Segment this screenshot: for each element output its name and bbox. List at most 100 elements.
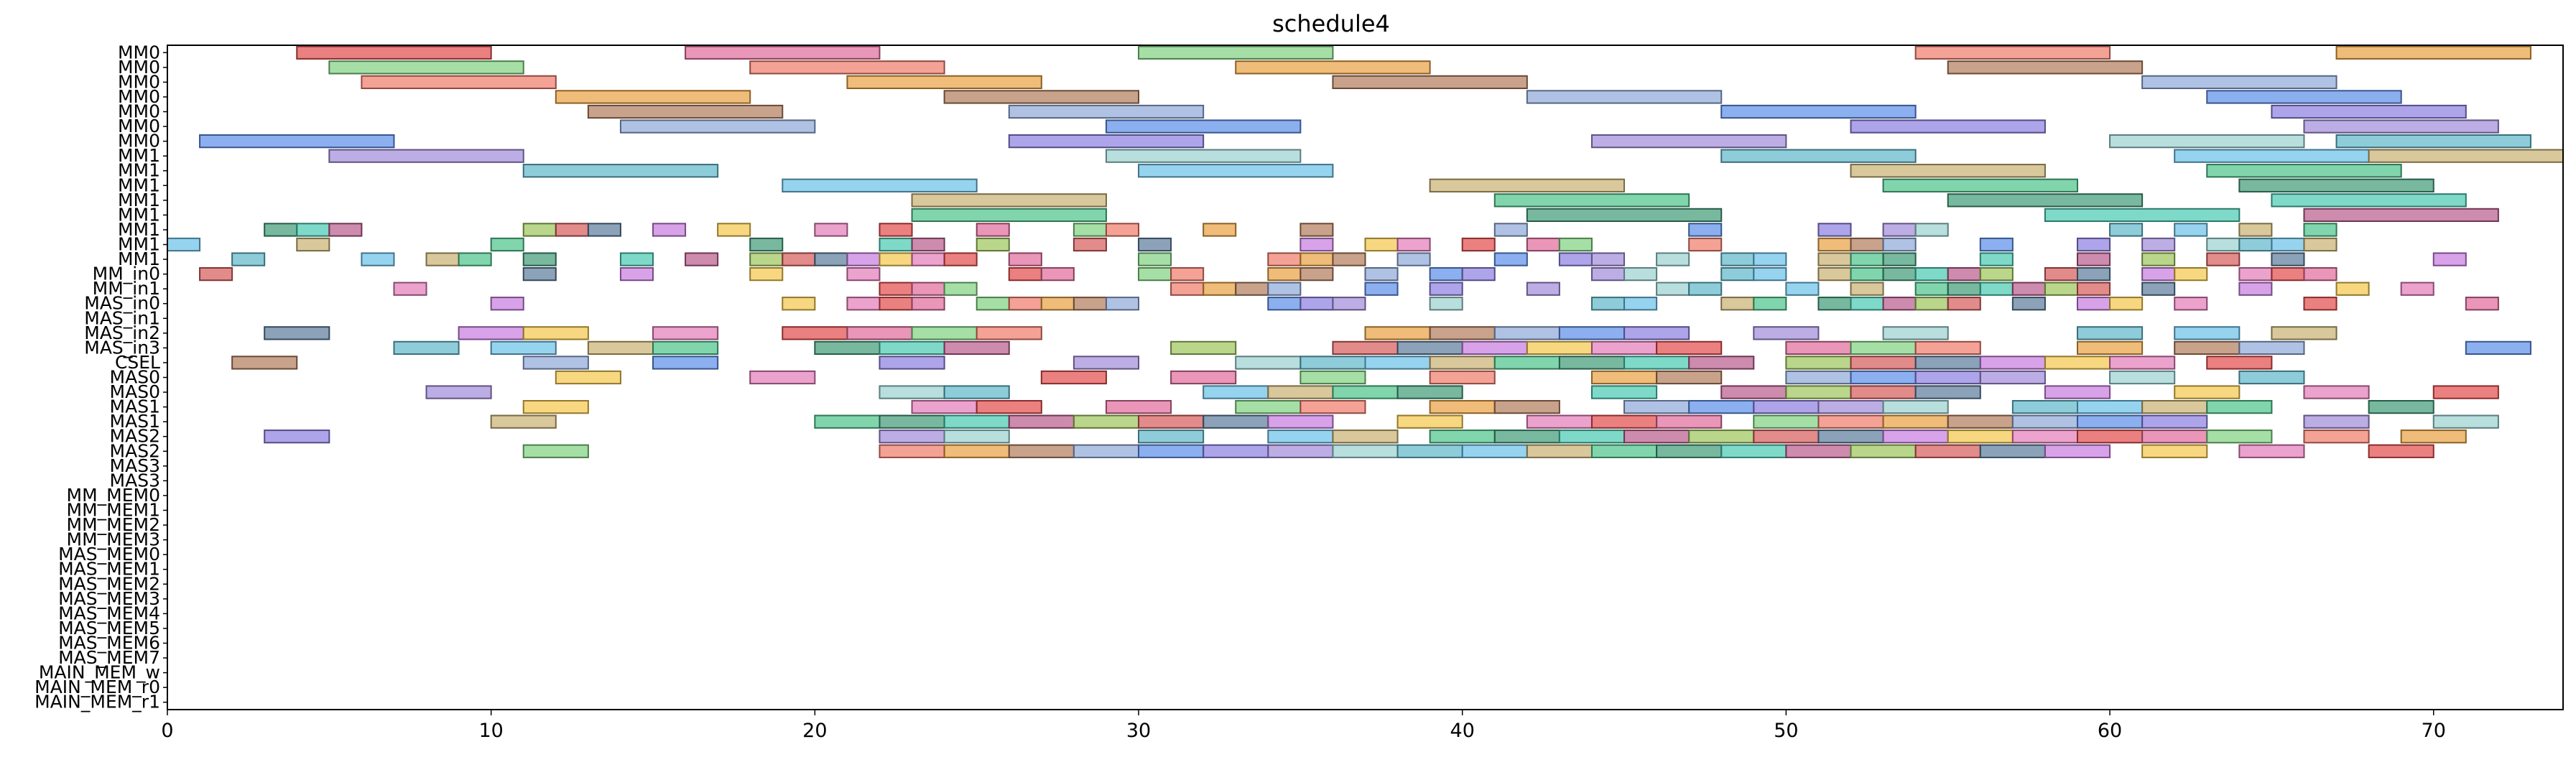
task-bar <box>2400 282 2434 296</box>
task-bar <box>1558 252 1593 266</box>
task-bar <box>1590 252 1626 266</box>
task-bar <box>2303 414 2370 429</box>
row-label: MAS_MEM1 <box>58 559 160 580</box>
task-bar <box>522 326 589 340</box>
task-bar <box>1882 237 1917 252</box>
task-bar <box>1656 340 1723 356</box>
task-bar <box>2303 119 2499 134</box>
task-bar <box>522 356 589 370</box>
task-bar <box>1785 282 1820 296</box>
task-bar <box>1267 414 1334 429</box>
task-bar <box>296 237 330 252</box>
task-bar <box>652 326 719 340</box>
task-bar <box>1072 297 1107 311</box>
task-bar <box>2206 399 2273 414</box>
row-label: MM1 <box>118 190 160 210</box>
task-bar <box>1235 282 1269 296</box>
task-bar <box>1396 385 1463 399</box>
task-bar <box>1785 370 1852 385</box>
row-label: MM1 <box>118 219 160 240</box>
task-bar <box>1364 282 1399 296</box>
task-bar <box>1299 252 1334 266</box>
task-bar <box>619 266 654 282</box>
task-bar <box>1105 223 1140 237</box>
task-bar <box>1008 444 1075 458</box>
task-bar <box>1947 297 1981 311</box>
task-bar <box>1364 237 1399 252</box>
task-bar <box>911 297 945 311</box>
task-bar <box>1008 104 1205 119</box>
task-bar <box>814 414 881 429</box>
task-bar <box>2174 266 2208 282</box>
task-bar <box>1688 282 1723 296</box>
task-bar <box>264 223 298 237</box>
task-bar <box>2109 356 2176 370</box>
plot-frame <box>167 45 2564 710</box>
task-bar <box>1493 252 1528 266</box>
task-bar <box>814 252 848 266</box>
task-bar <box>976 326 1042 340</box>
task-bar <box>1267 282 1302 296</box>
task-bar <box>2238 223 2273 237</box>
task-bar <box>1914 356 1981 370</box>
task-bar <box>1138 252 1172 266</box>
task-bar <box>2368 399 2434 414</box>
task-bar <box>1979 282 2014 296</box>
task-bar <box>1753 297 1787 311</box>
task-bar <box>1396 340 1463 356</box>
task-bar <box>1753 399 1820 414</box>
task-bar <box>846 297 881 311</box>
task-bar <box>522 399 589 414</box>
task-bar <box>1267 252 1302 266</box>
task-bar <box>1203 444 1269 458</box>
task-bar <box>2076 252 2111 266</box>
task-bar <box>1656 370 1723 385</box>
task-bar <box>1526 282 1560 296</box>
task-bar <box>2011 297 2046 311</box>
task-bar <box>943 444 1010 458</box>
task-bar <box>1396 444 1463 458</box>
task-bar <box>1850 266 1884 282</box>
task-bar <box>782 252 816 266</box>
task-bar <box>846 326 913 340</box>
task-bar <box>2271 104 2467 119</box>
task-bar <box>1429 282 1463 296</box>
task-bar <box>522 444 589 458</box>
row-label: MAS1 <box>110 396 160 417</box>
task-bar <box>2044 266 2078 282</box>
task-bar <box>1299 297 1334 311</box>
task-bar <box>911 252 945 266</box>
task-bar <box>2141 399 2208 414</box>
task-bar <box>2044 282 2078 296</box>
task-bar <box>2174 340 2241 356</box>
task-bar <box>2303 429 2370 444</box>
task-bar <box>846 252 881 266</box>
task-bar <box>231 252 266 266</box>
task-bar <box>2109 370 2176 385</box>
task-bar <box>1656 282 1690 296</box>
task-bar <box>1785 340 1852 356</box>
task-bar <box>2335 134 2531 149</box>
task-bar <box>2465 297 2499 311</box>
task-bar <box>749 266 784 282</box>
task-bar <box>1850 119 2046 134</box>
task-bar <box>2432 414 2499 429</box>
task-bar <box>199 134 395 149</box>
task-bar <box>328 223 363 237</box>
task-bar <box>1785 444 1852 458</box>
task-bar <box>814 340 881 356</box>
task-bar <box>1396 237 1431 252</box>
task-bar <box>167 237 201 252</box>
task-bar <box>1947 414 2014 429</box>
task-bar <box>2271 237 2305 252</box>
task-bar <box>2238 266 2273 282</box>
task-bar <box>1008 252 1042 266</box>
row-label: MM1 <box>118 160 160 181</box>
task-bar <box>1138 266 1172 282</box>
task-bar <box>1785 385 1852 399</box>
task-bar <box>1979 266 2014 282</box>
task-bar <box>1364 356 1431 370</box>
x-tick-label: 10 <box>478 720 503 742</box>
task-bar <box>1688 223 1723 237</box>
task-bar <box>458 252 492 266</box>
